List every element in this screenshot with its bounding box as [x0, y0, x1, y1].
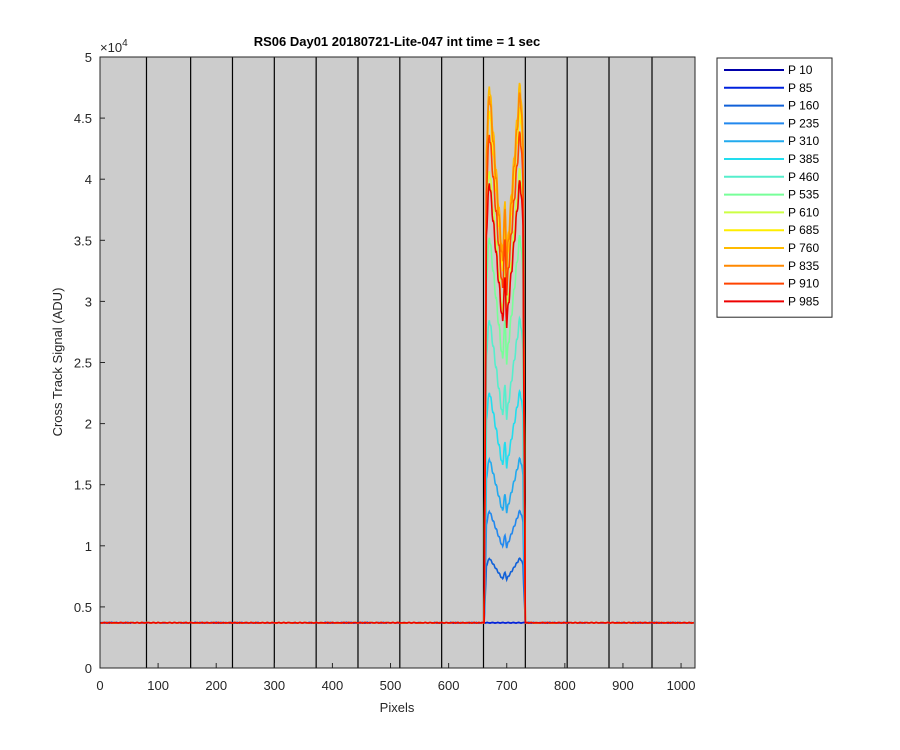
y-exponent-label: ×104 — [100, 38, 128, 55]
x-tick-label: 300 — [263, 678, 285, 693]
x-tick-label: 600 — [438, 678, 460, 693]
y-tick-label: 2 — [85, 417, 92, 432]
x-tick-label: 1000 — [667, 678, 696, 693]
legend-entry: P 910 — [788, 277, 819, 291]
series-line-p985 — [99, 180, 694, 624]
x-axis-label: Pixels — [380, 700, 415, 715]
y-axis: 0 0.5 1 1.5 2 2.5 3 3.5 4 4.5 5 — [74, 50, 105, 676]
x-tick-label: 900 — [612, 678, 634, 693]
plot-area-background — [100, 57, 695, 668]
legend-entry: P 685 — [788, 223, 819, 237]
y-tick-label: 1 — [85, 539, 92, 554]
x-tick-label: 800 — [554, 678, 576, 693]
legend-entry: P 160 — [788, 99, 819, 113]
x-tick-label: 100 — [147, 678, 169, 693]
legend: P 10 P 85 P 160 P 235 P 310 P 385 P 460 P 535 P … — [716, 57, 833, 318]
series-lines — [99, 82, 694, 624]
x-axis: 0 100 200 300 400 500 600 700 800 900 1000 — [96, 663, 696, 693]
legend-entry: P 835 — [788, 259, 819, 273]
x-tick-label: 500 — [380, 678, 402, 693]
chart-title: RS06 Day01 20180721-Lite-047 int time = … — [254, 34, 541, 49]
legend-entry: P 10 — [788, 63, 813, 77]
y-tick-label: 4 — [85, 172, 92, 187]
y-tick-label: 4.5 — [74, 111, 92, 126]
legend-entry: P 385 — [788, 152, 819, 166]
legend-entry: P 985 — [788, 294, 819, 308]
legend-entry: P 610 — [788, 205, 819, 219]
legend-entry: P 535 — [788, 188, 819, 202]
y-tick-label: 3 — [85, 294, 92, 309]
legend-entry: P 235 — [788, 116, 819, 130]
x-tick-label: 700 — [496, 678, 518, 693]
y-tick-label: 0 — [85, 661, 92, 676]
legend-entry: P 85 — [788, 81, 813, 95]
x-tick-label: 0 — [96, 678, 103, 693]
y-tick-label: 5 — [85, 50, 92, 65]
legend-entry: P 460 — [788, 170, 819, 184]
y-tick-label: 2.5 — [74, 356, 92, 371]
y-axis-label: Cross Track Signal (ADU) — [50, 288, 65, 437]
x-tick-label: 200 — [205, 678, 227, 693]
legend-entry: P 310 — [788, 134, 819, 148]
legend-box — [716, 57, 833, 318]
y-tick-label: 1.5 — [74, 478, 92, 493]
x-tick-label: 400 — [322, 678, 344, 693]
y-tick-label: 0.5 — [74, 600, 92, 615]
y-tick-label: 3.5 — [74, 233, 92, 248]
legend-entry: P 760 — [788, 241, 819, 255]
